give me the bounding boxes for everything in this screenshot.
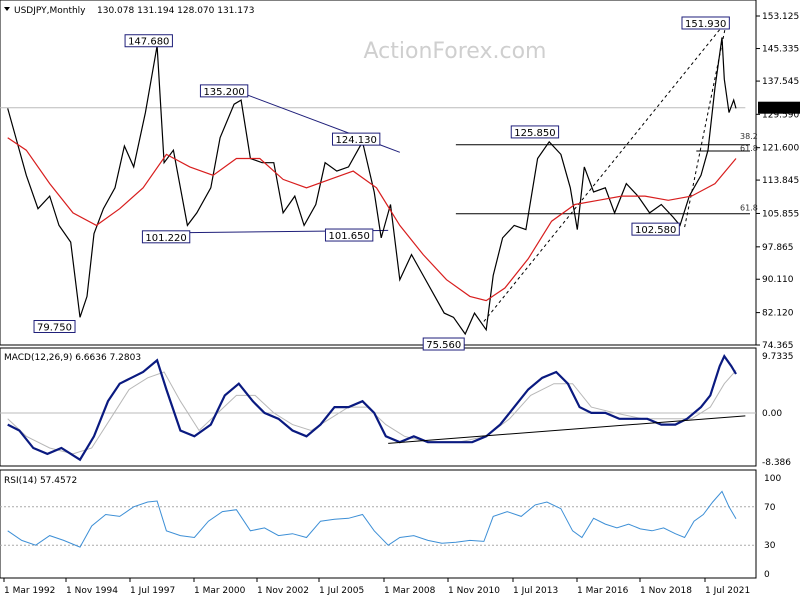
price-axis-label: 74.365 [762, 341, 794, 351]
macd-signal-line [7, 370, 737, 455]
x-axis-label: 1 Jul 1997 [130, 586, 175, 596]
swing-label-box [124, 34, 173, 48]
rsi-title: RSI(14) 57.4572 [4, 476, 77, 486]
price-axis-label: 90.110 [762, 275, 794, 285]
x-axis-label: 1 Mar 1992 [4, 586, 55, 596]
swing-label-box [324, 228, 374, 242]
price-axis-label: 145.335 [762, 45, 799, 55]
x-axis-label: 1 Jul 2013 [513, 586, 558, 596]
ohlc-header: 130.078 131.194 128.070 131.173 [97, 6, 254, 16]
x-axis-label: 1 Nov 1994 [66, 586, 118, 596]
x-axis-label: 1 Nov 2010 [448, 586, 500, 596]
dropdown-triangle-icon[interactable] [4, 7, 10, 11]
price-axis-label: 113.845 [762, 176, 799, 186]
swing-label: 101.220 [145, 233, 186, 244]
macd-line [7, 354, 737, 462]
current-price-label: 131.173 [762, 105, 799, 115]
price-axis-label: 129.590 [762, 110, 799, 120]
macd-axis-label: 0.00 [762, 409, 782, 419]
x-axis-label: 1 Jul 2021 [705, 586, 750, 596]
watermark: ActionForex.com [364, 39, 547, 64]
swing-label: 125.850 [514, 128, 555, 139]
price-series-line [7, 37, 737, 336]
macd-trendline [388, 415, 746, 444]
rsi-line [7, 490, 737, 548]
x-axis-label: 1 Nov 2002 [257, 586, 309, 596]
swing-label-box [631, 222, 680, 236]
x-axis-label: 1 Mar 2000 [194, 586, 246, 596]
swing-label-box [141, 230, 191, 244]
price-axis-label: 105.855 [762, 209, 799, 219]
rsi-axis-label: 70 [764, 503, 776, 513]
swing-label-box [510, 125, 560, 139]
swing-label-box [331, 132, 381, 146]
price-axis-label: 82.120 [762, 309, 794, 319]
swing-label: 135.200 [203, 87, 244, 98]
current-price-tag [758, 101, 800, 114]
swing-label: 75.560 [426, 340, 461, 351]
swing-label-box [199, 84, 249, 98]
macd-axis-label: 9.7335 [762, 352, 794, 362]
rsi-axis-label: 0 [764, 570, 770, 580]
price-axis-label: 121.600 [762, 144, 799, 154]
price-header: USDJPY,Monthly 130.078 131.194 128.070 1… [4, 6, 254, 16]
macd-axis-label: -8.386 [762, 458, 791, 468]
swing-label: 79.750 [37, 323, 72, 334]
price-axis-label: 137.545 [762, 77, 799, 87]
moving-average-line [7, 137, 737, 302]
fib-level-label: 38.2 [740, 132, 758, 141]
swing-label: 147.680 [128, 37, 169, 48]
swing-label: 124.130 [335, 135, 376, 146]
x-axis-label: 1 Mar 2008 [384, 586, 436, 596]
swing-label: 151.930 [685, 19, 726, 30]
rsi-axis-label: 30 [764, 541, 776, 551]
instrument-label: USDJPY,Monthly [14, 6, 86, 16]
x-axis-label: 1 Jul 2005 [319, 586, 364, 596]
rsi-axis-label: 100 [764, 474, 781, 484]
fib-level-label: 61.8 [740, 204, 758, 213]
swing-label-box [33, 320, 76, 334]
macd-title: MACD(12,26,9) 6.6636 7.2803 [4, 353, 141, 363]
x-axis-label: 1 Mar 2016 [577, 586, 629, 596]
swing-label-box [422, 337, 465, 351]
macd-pane-frame [0, 347, 757, 467]
rsi-pane-frame [0, 469, 757, 579]
swing-label: 101.650 [328, 231, 369, 242]
trendline-rise-from-75 [483, 20, 728, 322]
price-axis-label: 97.865 [762, 243, 794, 253]
fib-level-label: 61.8 [740, 144, 758, 153]
x-axis-label: 1 Nov 2018 [640, 586, 692, 596]
price-axis-label: 153.125 [762, 12, 799, 22]
price-pane-frame [0, 0, 757, 346]
swing-label: 102.580 [635, 225, 676, 236]
swing-label-box [681, 16, 730, 30]
